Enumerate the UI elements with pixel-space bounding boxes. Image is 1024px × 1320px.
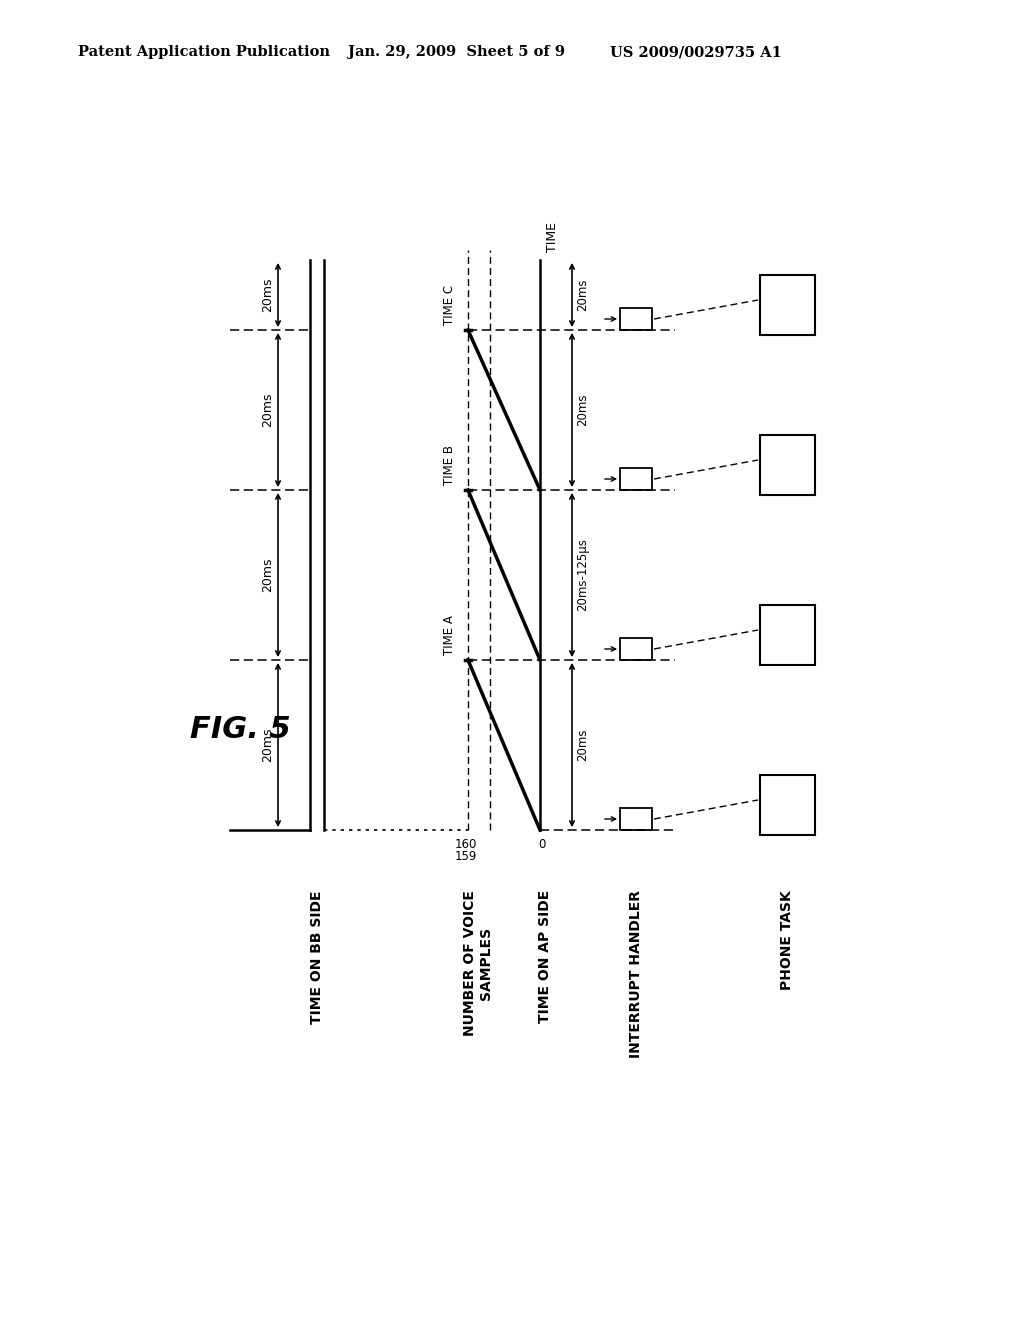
Text: TIME C: TIME C — [443, 285, 456, 325]
Text: Jan. 29, 2009  Sheet 5 of 9: Jan. 29, 2009 Sheet 5 of 9 — [348, 45, 565, 59]
Text: FIG. 5: FIG. 5 — [190, 715, 291, 744]
Text: TIME A: TIME A — [443, 615, 456, 655]
Text: INTERRUPT HANDLER: INTERRUPT HANDLER — [629, 890, 643, 1059]
Text: PHONE TASK: PHONE TASK — [780, 890, 794, 990]
Text: 20ms: 20ms — [575, 279, 589, 312]
Text: 20ms: 20ms — [261, 558, 274, 593]
Text: Patent Application Publication: Patent Application Publication — [78, 45, 330, 59]
Text: 20ms: 20ms — [261, 277, 274, 313]
Bar — [760, 436, 815, 495]
Text: NUMBER OF VOICE
SAMPLES: NUMBER OF VOICE SAMPLES — [463, 890, 494, 1036]
Text: 0: 0 — [539, 838, 546, 851]
Text: 20ms-125μs: 20ms-125μs — [575, 539, 589, 611]
Text: 20ms: 20ms — [261, 393, 274, 428]
Text: 20ms: 20ms — [575, 729, 589, 762]
Text: 20ms: 20ms — [261, 727, 274, 762]
Text: TIME ON AP SIDE: TIME ON AP SIDE — [538, 890, 552, 1023]
Text: TIME ON BB SIDE: TIME ON BB SIDE — [310, 890, 324, 1023]
Text: TIME B: TIME B — [443, 445, 456, 484]
Text: 160
159: 160 159 — [455, 838, 477, 863]
Bar — [760, 275, 815, 335]
Bar — [620, 469, 652, 490]
Bar — [620, 638, 652, 660]
Bar — [760, 605, 815, 665]
Bar — [760, 775, 815, 836]
Text: 20ms: 20ms — [575, 393, 589, 426]
Text: US 2009/0029735 A1: US 2009/0029735 A1 — [610, 45, 782, 59]
Bar — [620, 308, 652, 330]
Bar — [620, 808, 652, 830]
Text: TIME: TIME — [546, 222, 559, 252]
